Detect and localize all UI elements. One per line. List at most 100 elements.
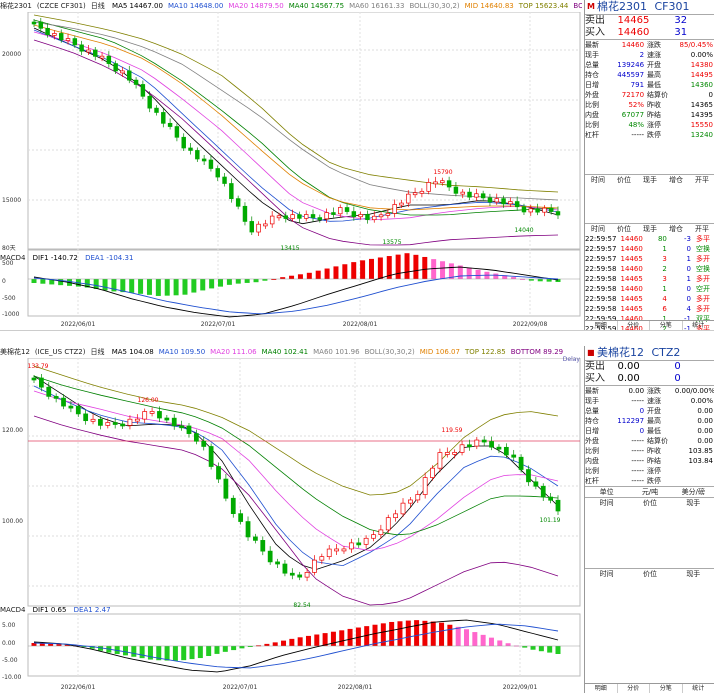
- kline-chart[interactable]: 120.00 100.00 5.00 0.00 -5.00 -10.00 2022/06/0…: [0, 346, 582, 693]
- quote-label: 昨结: [647, 111, 662, 119]
- column-header: 现手: [643, 176, 657, 184]
- tick-time: 22:59:57: [585, 245, 617, 253]
- candle-body: [238, 513, 244, 522]
- ma-legend-item: MA10 14648.00: [167, 2, 224, 10]
- candle-body: [106, 55, 112, 64]
- quote-label: 总量: [585, 407, 599, 415]
- date-label: 2022/06/01: [61, 321, 96, 328]
- candle-body: [474, 193, 479, 198]
- ma-line: [33, 39, 559, 246]
- tick-type: 空换: [695, 245, 710, 253]
- macd-bar: [31, 279, 37, 283]
- period-label: 日线: [90, 2, 105, 10]
- price-annotation: 82.54: [293, 602, 310, 609]
- price-chart-area[interactable]: 20000 15000 80天 500 0 -500 -1000 2022/06/01 2022…: [0, 0, 582, 330]
- quote-label: 最新: [585, 387, 599, 395]
- macd-bar: [448, 263, 454, 279]
- tab-item[interactable]: 分价: [618, 321, 650, 330]
- tick-volume: 3: [662, 255, 667, 263]
- quote-label: 涨停: [647, 467, 662, 475]
- tick-oi-change: -1: [683, 315, 691, 323]
- macd-tick-label: -5.00: [2, 657, 18, 664]
- ask-row[interactable]: 卖出 14465 32: [585, 14, 714, 27]
- candle-body: [542, 207, 547, 213]
- macd-bar: [404, 253, 410, 279]
- quote-value: 48%: [628, 121, 645, 129]
- price-chart-area[interactable]: 120.00 100.00 5.00 0.00 -5.00 -10.00 2022/06/0…: [0, 346, 582, 693]
- candle-body: [256, 223, 261, 233]
- macd-bar: [480, 634, 486, 646]
- macd-dif: DIF1 0.65: [32, 606, 67, 614]
- tab-item[interactable]: 统计: [683, 684, 714, 693]
- candle-body: [351, 211, 357, 218]
- candle-body: [419, 190, 425, 194]
- tick-price: 14465: [620, 295, 643, 303]
- price-annotation: 15790: [433, 169, 452, 176]
- macd-bar: [138, 279, 144, 294]
- macd-bar: [522, 646, 528, 648]
- macd-dea: DEA1 -104.31: [85, 254, 134, 262]
- quote-label: 涨停: [647, 121, 662, 129]
- candle-body: [38, 21, 44, 29]
- quote-value: 0.00%: [690, 397, 713, 405]
- macd-bar: [235, 279, 241, 284]
- tab-item[interactable]: 明细: [585, 321, 618, 330]
- macd-bar: [39, 643, 45, 646]
- macd-title: MACD4: [0, 606, 26, 614]
- ma-legend-item: BOLL(30,30,2): [409, 2, 460, 10]
- macd-bar: [368, 258, 374, 279]
- candle-body: [496, 446, 502, 450]
- candle-body: [154, 107, 159, 113]
- quote-label: 持仓: [585, 417, 599, 425]
- candle-body: [105, 422, 111, 426]
- ma-line: [33, 21, 559, 201]
- quote-label: 结算价: [647, 91, 669, 99]
- candle-body: [269, 215, 275, 225]
- macd-line: [33, 623, 559, 669]
- candle-body: [494, 198, 499, 203]
- tab-item[interactable]: 明细: [585, 684, 618, 693]
- tick-time: 22:59:59: [585, 315, 617, 323]
- ask-row[interactable]: 卖出 0.00 0: [585, 360, 714, 373]
- quote-value: 2: [639, 51, 645, 59]
- tab-item[interactable]: 分价: [618, 684, 650, 693]
- tab-item[interactable]: 分笔: [650, 321, 683, 330]
- macd-bar: [84, 279, 90, 288]
- tick-type: 多开: [695, 305, 710, 313]
- bid-row[interactable]: 买入 0.00 0: [585, 373, 681, 384]
- y-tick-label: 15000: [2, 197, 21, 204]
- candle-body: [304, 572, 310, 578]
- macd-bar: [64, 644, 70, 646]
- candle-body: [65, 38, 71, 41]
- ma-line: [33, 375, 559, 570]
- candle-body: [149, 411, 155, 414]
- candle-body: [310, 214, 316, 218]
- candle-body: [276, 215, 282, 219]
- menu-icon[interactable]: M: [587, 2, 595, 11]
- ma-line: [33, 29, 559, 222]
- bid-row[interactable]: 买入 14460 31: [585, 27, 688, 38]
- ma-legend-item: TOP 122.85: [464, 348, 506, 356]
- quote-label: 杠杆: [585, 131, 599, 139]
- candle-body: [245, 521, 251, 538]
- kline-chart[interactable]: 20000 15000 80天 500 0 -500 -1000 2022/06/01 2022…: [0, 0, 582, 330]
- macd-bar: [333, 266, 339, 279]
- tick-row: 22:59:57 14460 80 -3 多平: [585, 234, 714, 244]
- tab-item[interactable]: 统计: [683, 321, 714, 330]
- tick-row: 22:59:58 14465 4 0 多开: [585, 294, 714, 304]
- tab-item[interactable]: 分笔: [650, 684, 683, 693]
- quote-value: 14495: [690, 71, 713, 79]
- unit-toggle-row[interactable]: 单位 元/吨 美分/磅: [585, 486, 714, 497]
- macd-bar: [111, 279, 117, 292]
- candle-body: [526, 469, 531, 483]
- column-header: 现手: [686, 570, 701, 578]
- quote-row: 日增 0 最低 0.00: [585, 426, 714, 436]
- candle-body: [518, 456, 524, 470]
- main-frame: [27, 11, 581, 250]
- quote-label: 昨收: [647, 101, 662, 109]
- macd-bar: [156, 646, 162, 661]
- tick-oi-change: -3: [683, 235, 691, 243]
- price-annotation: 14040: [514, 227, 533, 234]
- macd-bar: [297, 274, 303, 279]
- macd-bar: [191, 279, 197, 293]
